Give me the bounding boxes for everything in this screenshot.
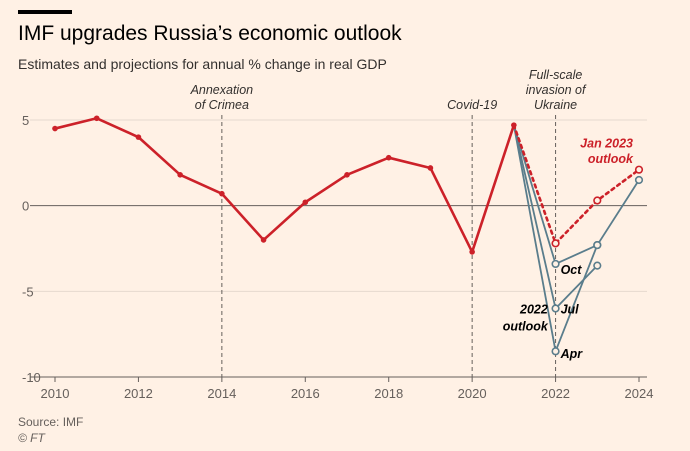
event-annotation: Covid-19	[447, 98, 497, 112]
x-tick-label: 2020	[458, 386, 487, 401]
data-point	[135, 134, 142, 140]
event-annotation: Ukraine	[534, 98, 577, 112]
data-point	[551, 239, 560, 248]
data-point	[634, 165, 644, 174]
label-2022: 2022	[519, 303, 548, 317]
label-oct: Oct	[561, 263, 583, 277]
data-point	[593, 240, 602, 250]
event-annotation: Full-scale	[529, 68, 583, 82]
x-tick-label: 2014	[207, 386, 236, 401]
y-tick-label: -5	[22, 284, 34, 299]
label-apr: Apr	[560, 347, 584, 361]
data-point	[551, 347, 560, 356]
data-point	[593, 261, 602, 270]
x-tick-label: 2024	[625, 386, 654, 401]
data-point	[593, 196, 602, 205]
data-point	[52, 125, 58, 132]
data-point	[260, 237, 267, 243]
label-jan-2023: Jan 2023	[580, 136, 633, 150]
x-tick-label: 2016	[291, 386, 320, 401]
data-point	[551, 259, 560, 269]
data-point	[177, 172, 183, 178]
label-2022-outlook: outlook	[503, 320, 549, 334]
chart-title: IMF upgrades Russia’s economic outlook	[18, 22, 402, 45]
series-line	[512, 124, 640, 265]
x-tick-label: 2010	[41, 386, 70, 401]
data-point	[219, 190, 225, 197]
event-annotation: of Crimea	[195, 98, 249, 112]
y-tick-label: 5	[22, 113, 29, 128]
data-point	[93, 115, 100, 122]
series-line	[512, 123, 641, 245]
data-point	[427, 165, 434, 171]
label-jan-2023-outlook: outlook	[588, 152, 634, 166]
series-line	[53, 116, 516, 254]
ft-top-rule	[18, 10, 72, 14]
copyright-note: © FT	[18, 431, 45, 445]
data-point	[302, 199, 309, 206]
data-point	[344, 172, 350, 178]
y-tick-label: 0	[22, 199, 29, 214]
data-point	[469, 249, 475, 255]
event-annotation: invasion of	[526, 83, 587, 97]
data-point	[634, 175, 644, 185]
event-annotation: Annexation	[190, 83, 254, 97]
source-note: Source: IMF	[18, 415, 84, 429]
x-tick-label: 2018	[374, 386, 403, 401]
data-point	[385, 154, 392, 161]
data-point	[551, 304, 560, 313]
x-tick-label: 2012	[124, 386, 153, 401]
chart-subtitle: Estimates and projections for annual % c…	[18, 56, 387, 72]
label-jul: Jul	[561, 303, 580, 317]
x-tick-label: 2022	[541, 386, 570, 401]
